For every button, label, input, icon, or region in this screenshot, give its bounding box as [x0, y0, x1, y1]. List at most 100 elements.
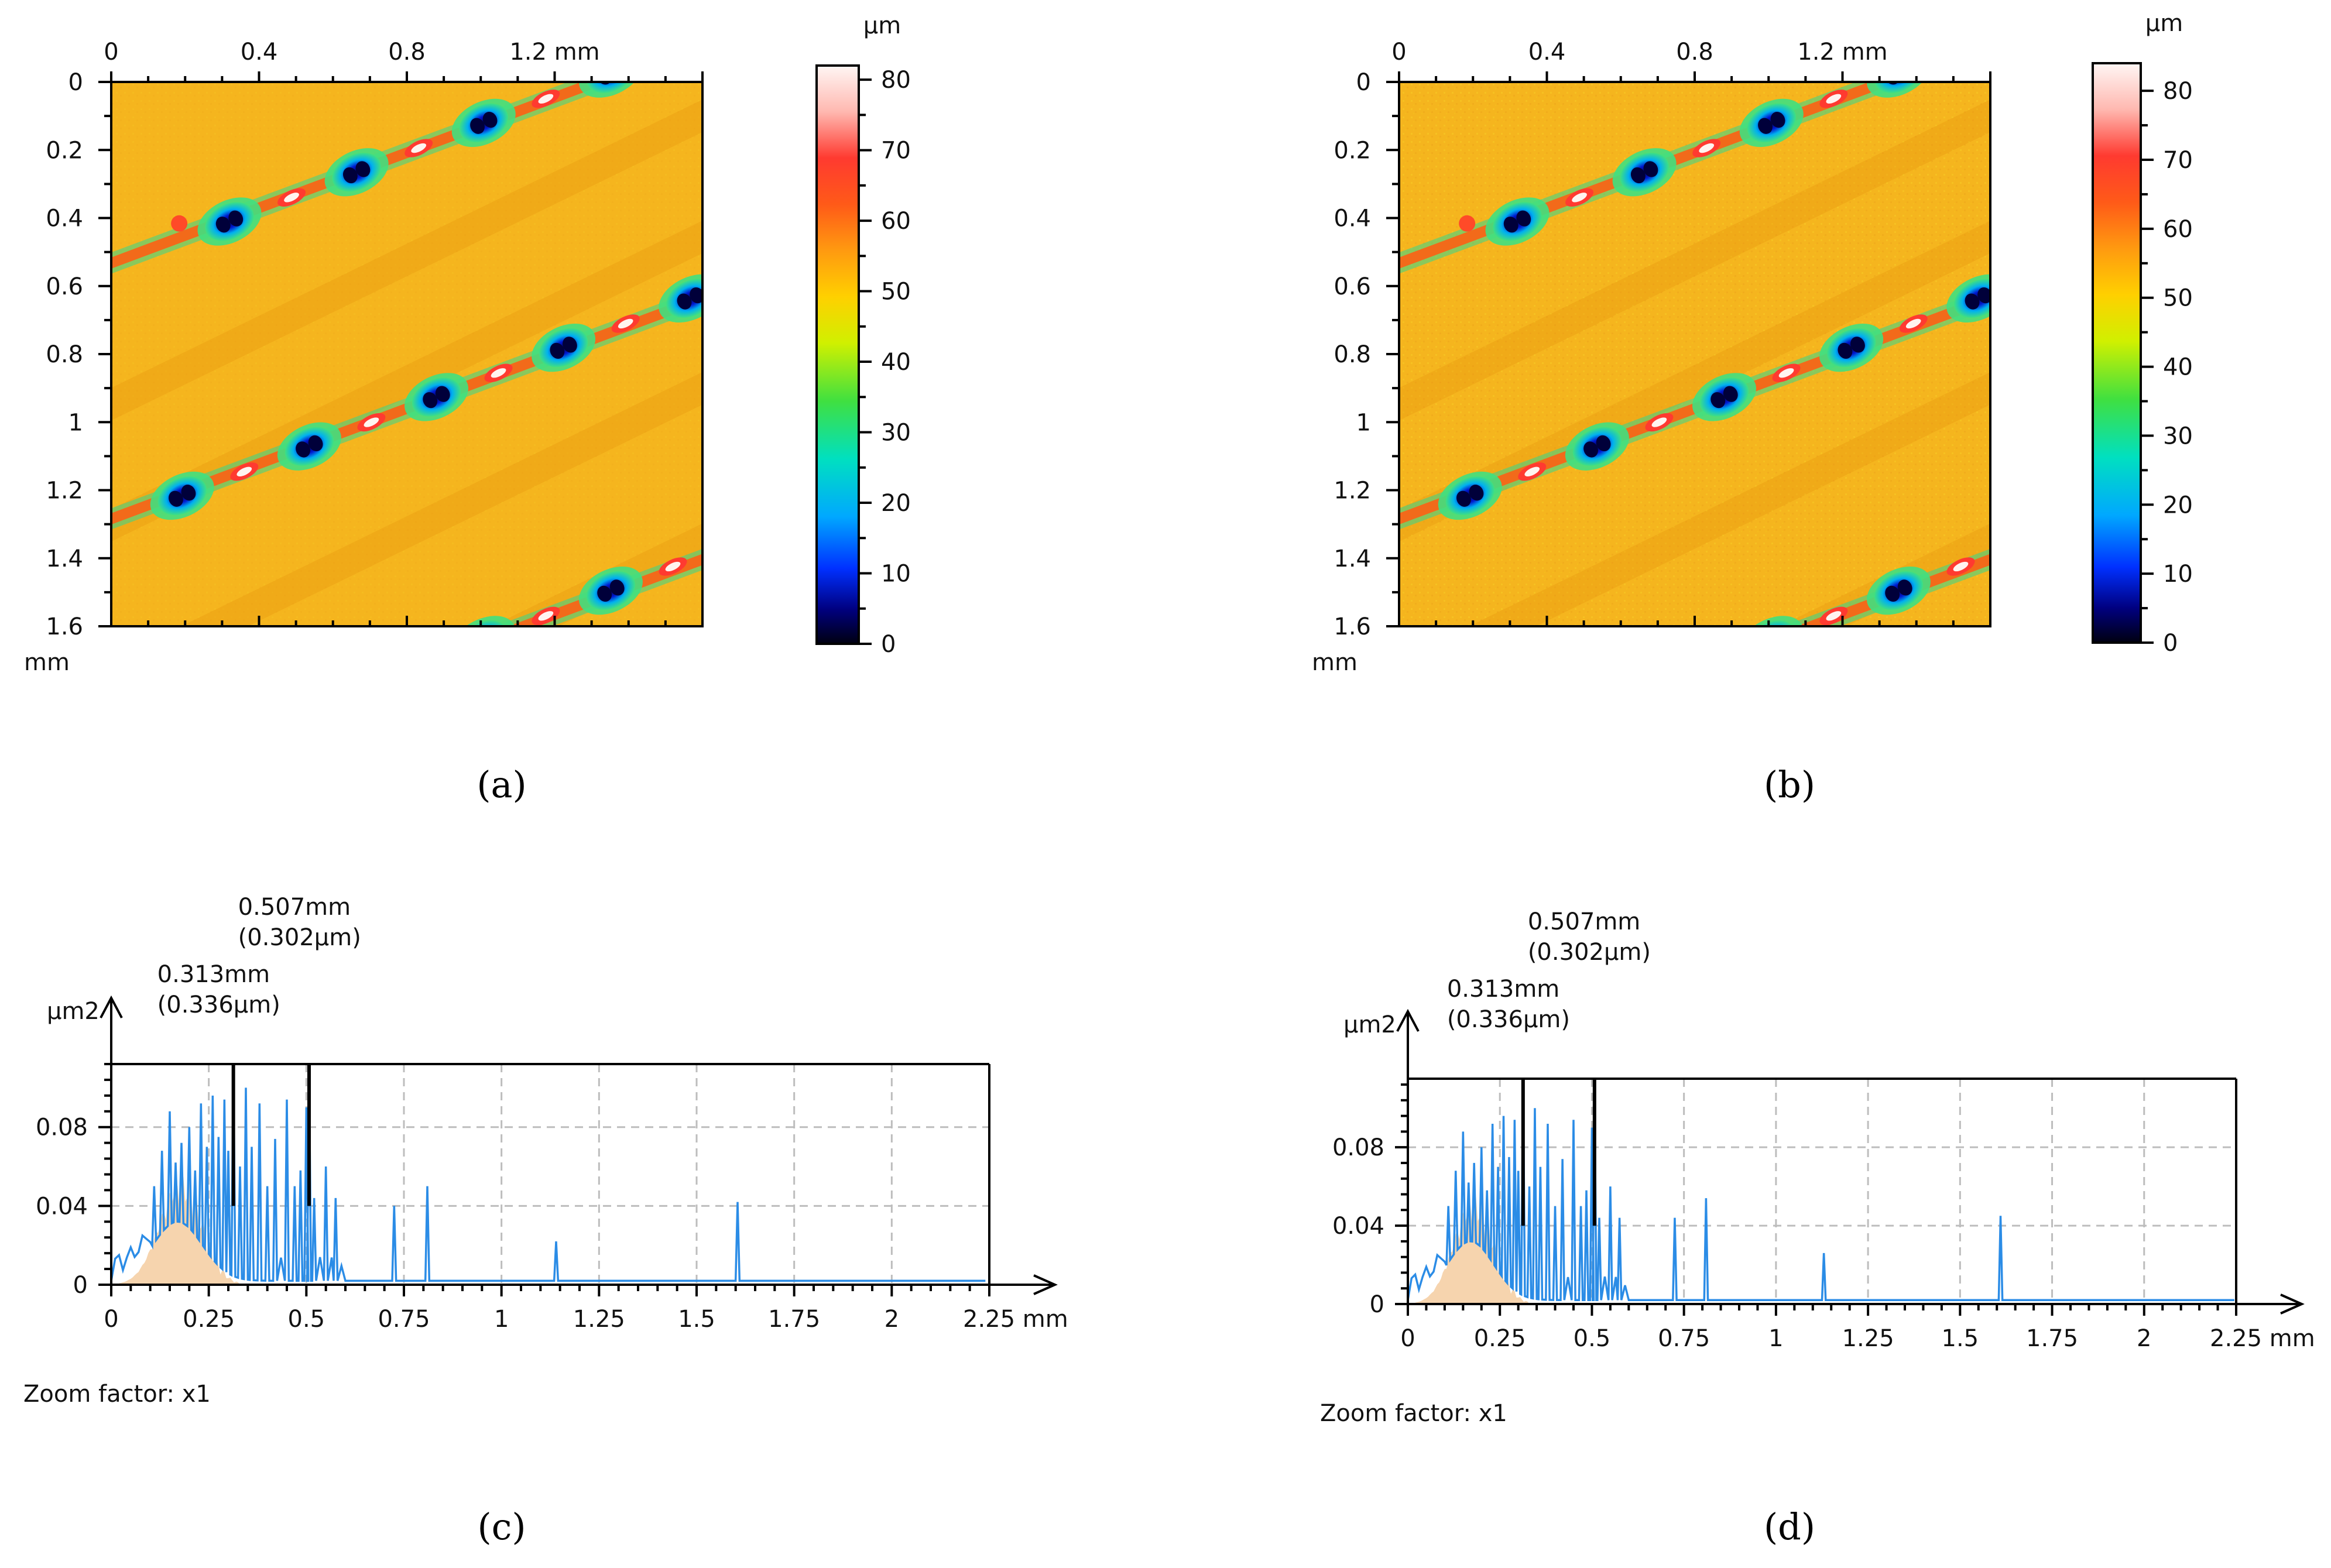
surface-streak	[111, 82, 702, 551]
caption-c: (c)	[477, 1505, 526, 1548]
rim-peak	[1650, 932, 1668, 946]
pit-core	[1439, 0, 1501, 16]
pit-deep	[1596, 435, 1611, 452]
pit-deep	[423, 392, 438, 409]
surface-pit	[651, 782, 731, 850]
x-tick-label: 0.75	[1658, 1325, 1710, 1352]
colorbar	[2092, 62, 2142, 644]
x-tick-label: 0.75	[378, 1306, 430, 1333]
pit-halo	[1430, 0, 1510, 23]
x-tick-label: 0.25	[183, 1306, 235, 1333]
y-tick-label: 0.04	[36, 1193, 88, 1220]
surface-pit	[150, 471, 214, 520]
rim-peak	[1778, 368, 1794, 378]
pit-deep	[1469, 485, 1484, 501]
rim-peak	[362, 932, 380, 946]
pit-core	[660, 788, 721, 843]
x-tick-label: 1.2 mm	[509, 39, 599, 66]
surface-pit	[1430, 0, 1510, 23]
colorbar-unit: µm	[863, 12, 901, 39]
y-tick-label: 0.08	[36, 1114, 88, 1141]
pit-deep	[674, 808, 694, 829]
rim-hot	[1562, 702, 1596, 728]
caption-d: (d)	[1764, 1505, 1815, 1548]
rim-peak	[1698, 658, 1715, 672]
pit-deep	[1768, 626, 1788, 647]
pit-deep	[1723, 386, 1738, 402]
rim-hotspot	[1565, 188, 1594, 207]
pit-deep	[597, 585, 612, 602]
rim-peak	[1953, 561, 1969, 572]
heatmap-surface	[111, 0, 769, 946]
rim-hotspot	[1645, 413, 1674, 432]
pit-deep	[169, 490, 183, 507]
x-tick-label: 0.5	[288, 1306, 325, 1333]
pit-deep	[355, 161, 371, 177]
rim-hotspot	[659, 557, 687, 576]
rim-peak	[538, 611, 554, 621]
rim-hotspot	[736, 778, 769, 804]
heatmap-surface	[1399, 0, 2057, 948]
marker-label-313: 0.313mm	[1447, 976, 1559, 1003]
pit-halo	[142, 0, 222, 23]
rim-hotspot	[2024, 261, 2057, 287]
heatmap-texture	[111, 82, 702, 626]
spectrum-line	[110, 1063, 986, 1282]
surface-pit	[1685, 880, 1764, 948]
pit-deep	[560, 852, 580, 873]
rim-peak	[236, 466, 252, 476]
pit-deep	[226, 725, 246, 746]
pit-deep	[1885, 585, 1900, 602]
rim-hotspot	[230, 462, 259, 481]
pit-deep	[181, 485, 196, 501]
y-tick-label: 0.6	[46, 273, 83, 300]
rim-peak	[538, 94, 554, 104]
colorbar-tick-label: 10	[2163, 561, 2193, 588]
pit-deep	[690, 287, 702, 304]
rim-peak	[616, 834, 634, 848]
rim-hotspot	[1819, 606, 1848, 625]
pit-deep	[563, 337, 577, 353]
surface-pit	[1866, 567, 1931, 615]
y-tick-label: 0	[68, 69, 83, 96]
pit-deep	[1630, 167, 1646, 184]
pit-deep	[342, 167, 358, 184]
heatmap-panel-b: 0 0.4 0.8 1.2 mm 0 0.2 0.4 0.6 0.8 1 1.2 1.4 1.6 mm µm…	[1312, 0, 2193, 948]
pit-deep	[296, 441, 310, 458]
y-tick-label: 1.6	[1334, 613, 1371, 640]
pit-core	[1948, 788, 2009, 843]
surface-pit	[578, 567, 643, 615]
x-tick-label: 1.75	[2026, 1325, 2078, 1352]
pit-deep	[1848, 852, 1868, 873]
x-tick-label: 0.8	[388, 39, 426, 66]
x-tick-label: 2	[885, 1306, 899, 1333]
pit-deep	[607, 60, 627, 81]
spectrum-line	[1407, 1078, 2234, 1302]
rim-hotspot	[736, 261, 769, 287]
marker-label-313-value: (0.336µm)	[1447, 1006, 1570, 1033]
x-tick-label: 0	[104, 1306, 118, 1333]
pit-deep	[547, 857, 567, 879]
y-unit-label: mm	[24, 649, 70, 676]
pit-deep	[1516, 210, 1531, 227]
pit-core	[1486, 712, 1548, 766]
pit-deep	[1965, 293, 1980, 310]
colorbar-tick-label: 50	[881, 279, 911, 306]
pit-deep	[1454, 0, 1473, 3]
pit-deep	[433, 901, 453, 922]
surface-pit	[1739, 98, 1804, 147]
pit-halo	[317, 656, 396, 723]
y-tick-label: 0	[73, 1272, 88, 1299]
x-tick-label: 1	[1768, 1325, 1783, 1352]
pit-halo	[651, 782, 731, 850]
colorbar-tick-label: 20	[2163, 492, 2193, 519]
pit-deep	[1977, 287, 1990, 304]
marker-label-313-value: (0.336µm)	[157, 991, 280, 1018]
colorbar-tick-label: 60	[2163, 216, 2193, 243]
rim-hotspot	[1690, 652, 1723, 678]
rim-hot	[609, 828, 642, 853]
pit-deep	[687, 802, 707, 823]
pit-deep	[1850, 337, 1865, 353]
heatmap-panel-a: 0 0.4 0.8 1.2 mm 0 0.2 0.4 0.6 0.8 1 1.2 1.4 1.6 mm µm…	[24, 0, 911, 946]
x-tick-label: 1.5	[1942, 1325, 1979, 1352]
